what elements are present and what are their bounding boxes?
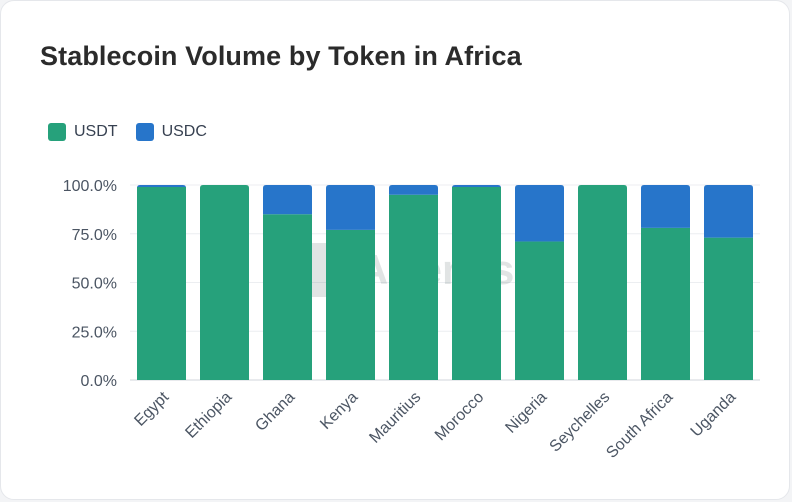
x-axis-ticks: Egypt Ethiopia Ghana Kenya Mauritius Morocco N… (131, 388, 739, 461)
x-tick-label: Kenya (317, 389, 361, 433)
bar-usdt-ghana[interactable] (263, 214, 312, 380)
bar-usdt-south-africa[interactable] (641, 227, 690, 380)
bar-usdt-ethiopia[interactable] (200, 185, 249, 380)
x-tick-label: Mauritius (366, 389, 424, 447)
bar-usdc-morocco[interactable] (452, 185, 501, 188)
legend-label-usdc: USDC (161, 123, 207, 140)
x-tick-label: South Africa (603, 389, 676, 462)
bar-usdt-egypt[interactable] (137, 186, 186, 380)
y-axis-ticks: 0.0% 25.0% 50.0% 75.0% 100.0% (63, 178, 117, 390)
bar-usdc-ghana[interactable] (263, 185, 312, 215)
bar-usdt-kenya[interactable] (326, 229, 375, 380)
y-tick-label: 50.0% (72, 276, 117, 293)
x-tick-label: Morocco (432, 389, 487, 444)
y-tick-label: 100.0% (63, 178, 117, 195)
legend-swatch-usdt (48, 123, 66, 141)
bar-usdc-nigeria[interactable] (515, 185, 564, 242)
legend-swatch-usdc (135, 123, 154, 141)
y-tick-label: 75.0% (72, 227, 117, 244)
bar-usdc-uganda[interactable] (704, 185, 753, 238)
bar-usdt-nigeria[interactable] (515, 241, 564, 380)
x-tick-label: Nigeria (502, 389, 550, 437)
bar-usdt-seychelles[interactable] (578, 185, 627, 380)
bars (137, 185, 753, 380)
y-tick-label: 0.0% (81, 373, 117, 390)
x-tick-label: Egypt (131, 388, 172, 429)
x-tick-label: Ghana (252, 389, 298, 435)
legend-item-usdt[interactable]: USDT (48, 123, 118, 141)
bar-usdt-morocco[interactable] (452, 186, 501, 380)
chart-legend: USDT USDC (48, 123, 225, 141)
legend-label-usdt: USDT (74, 123, 118, 140)
bar-usdc-kenya[interactable] (326, 185, 375, 230)
x-tick-label: Seychelles (547, 389, 614, 456)
bar-usdt-mauritius[interactable] (389, 194, 438, 380)
x-tick-label: Uganda (688, 389, 740, 441)
x-tick-label: Ethiopia (182, 389, 235, 442)
bar-usdc-south-africa[interactable] (641, 185, 690, 228)
bar-usdt-uganda[interactable] (704, 237, 753, 380)
bar-usdc-egypt[interactable] (137, 185, 186, 188)
chart-title: Stablecoin Volume by Token in Africa (40, 41, 522, 71)
bar-usdc-mauritius[interactable] (389, 185, 438, 195)
legend-item-usdc[interactable]: USDC (135, 123, 207, 141)
y-tick-label: 25.0% (72, 324, 117, 341)
